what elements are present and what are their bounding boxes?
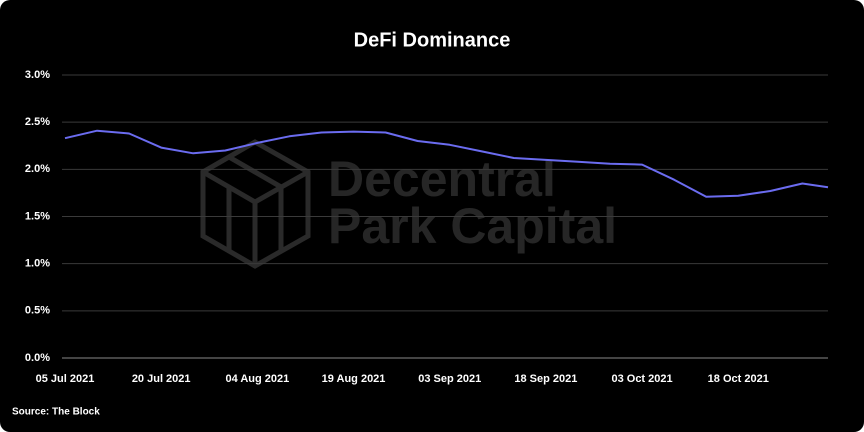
y-tick-label: 2.0%	[25, 163, 50, 175]
source: Source: The Block	[12, 407, 100, 418]
x-tick-label: 18 Oct 2021	[708, 373, 769, 385]
watermark-text: Decentral	[328, 151, 556, 207]
chart-title: DeFi Dominance	[354, 29, 511, 51]
x-tick-label: 04 Aug 2021	[225, 373, 289, 385]
y-tick-label: 2.5%	[25, 116, 50, 128]
line-series	[64, 129, 829, 198]
x-tick-label: 19 Aug 2021	[322, 373, 386, 385]
x-tick-label: 05 Jul 2021	[36, 373, 95, 385]
x-tick-label: 20 Jul 2021	[132, 373, 191, 385]
y-tick-label: 1.0%	[25, 258, 50, 270]
x-tick-label: 18 Sep 2021	[514, 373, 577, 385]
y-tick-label: 1.5%	[25, 210, 50, 222]
watermark-text: Park Capital	[328, 198, 617, 254]
y-tick-label: 3.0%	[25, 69, 50, 81]
x-tick-label: 03 Oct 2021	[611, 373, 672, 385]
y-tick-label: 0.5%	[25, 305, 50, 317]
x-tick-label: 03 Sep 2021	[418, 373, 481, 385]
watermark-logo	[200, 139, 311, 269]
y-tick-label: 0.0%	[25, 352, 50, 364]
